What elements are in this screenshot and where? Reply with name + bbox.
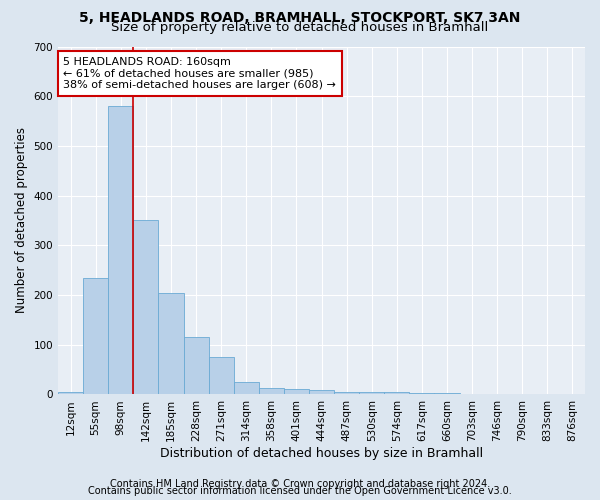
Text: 5 HEADLANDS ROAD: 160sqm
← 61% of detached houses are smaller (985)
38% of semi-: 5 HEADLANDS ROAD: 160sqm ← 61% of detach… <box>64 57 336 90</box>
Text: Contains public sector information licensed under the Open Government Licence v3: Contains public sector information licen… <box>88 486 512 496</box>
Bar <box>58 392 83 394</box>
Bar <box>133 220 158 394</box>
Bar <box>209 357 233 395</box>
Bar <box>184 338 209 394</box>
Text: Contains HM Land Registry data © Crown copyright and database right 2024.: Contains HM Land Registry data © Crown c… <box>110 479 490 489</box>
Bar <box>409 393 434 394</box>
Text: Size of property relative to detached houses in Bramhall: Size of property relative to detached ho… <box>112 22 488 35</box>
Bar <box>259 388 284 394</box>
Text: 5, HEADLANDS ROAD, BRAMHALL, STOCKPORT, SK7 3AN: 5, HEADLANDS ROAD, BRAMHALL, STOCKPORT, … <box>79 11 521 25</box>
Bar <box>384 392 409 394</box>
Bar <box>83 278 108 394</box>
Bar <box>359 392 384 394</box>
Bar <box>284 390 309 394</box>
Bar <box>158 292 184 394</box>
Bar <box>434 393 460 394</box>
Bar <box>334 392 359 394</box>
Bar <box>309 390 334 394</box>
Bar <box>108 106 133 395</box>
Bar <box>233 382 259 394</box>
X-axis label: Distribution of detached houses by size in Bramhall: Distribution of detached houses by size … <box>160 447 483 460</box>
Y-axis label: Number of detached properties: Number of detached properties <box>15 128 28 314</box>
